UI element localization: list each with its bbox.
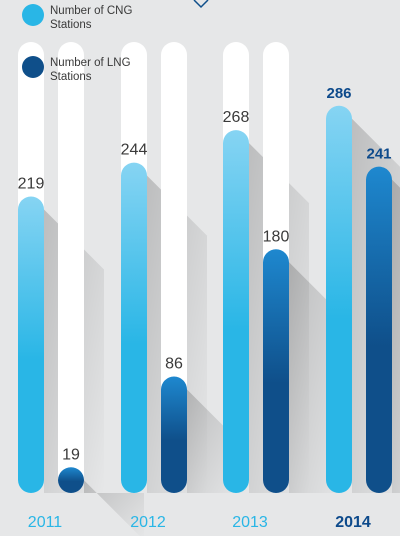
x-tick-label-2013: 2013 — [232, 514, 268, 531]
value-label-2014-cng: 286 — [326, 85, 351, 102]
value-label-2013-cng: 268 — [223, 109, 250, 126]
top-notch-marker — [193, 0, 209, 9]
bar-2012-cng — [121, 162, 147, 493]
bar-shadow-2011-lng — [84, 480, 144, 536]
value-label-2012-lng: 86 — [165, 356, 183, 373]
legend-swatch-lng — [22, 56, 44, 78]
value-label-2011-lng: 19 — [62, 446, 80, 463]
bar-shadow-2014-lng — [392, 179, 400, 493]
x-tick-label-2012: 2012 — [130, 514, 166, 531]
x-tick-label-2014: 2014 — [335, 514, 371, 531]
legend-item-cng: Number of CNG Stations — [22, 4, 222, 32]
bar-2014-cng — [326, 105, 352, 494]
x-tick-label-2011: 2011 — [28, 514, 63, 531]
value-label-2014-lng: 241 — [366, 146, 391, 163]
legend-label-lng: Number of LNG Stations — [50, 57, 131, 83]
bar-2012-lng — [161, 376, 187, 493]
legend-label-cng: Number of CNG Stations — [50, 5, 133, 31]
bar-2013-cng — [223, 130, 249, 494]
value-label-2013-lng: 180 — [263, 228, 290, 245]
legend-item-lng: Number of LNG Stations — [22, 56, 222, 84]
bar-2014-lng — [366, 166, 392, 493]
value-label-2012-cng: 244 — [121, 142, 148, 159]
bar-2011-cng — [18, 196, 44, 493]
value-label-2011-cng: 219 — [18, 175, 45, 192]
bar-track-2011-lng — [58, 42, 84, 493]
legend-swatch-cng — [22, 4, 44, 26]
bar-2011-lng — [58, 467, 84, 493]
bar-2013-lng — [263, 249, 289, 493]
